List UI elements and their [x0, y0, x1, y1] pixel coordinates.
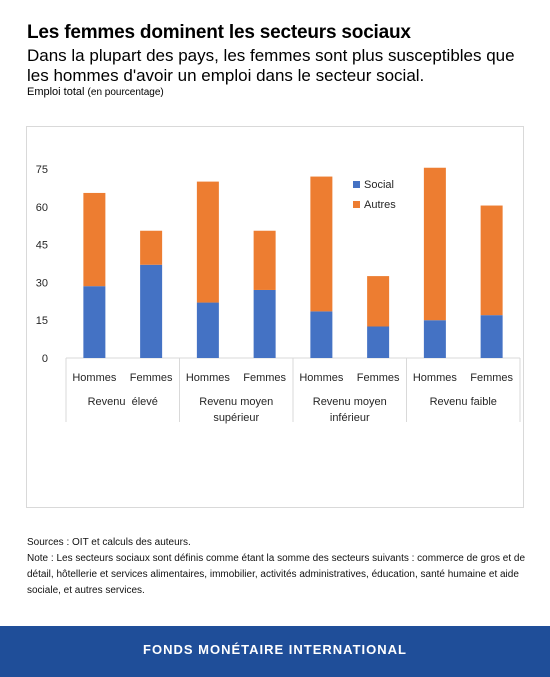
x-group-label: Revenu moyen — [313, 396, 387, 408]
y-tick-label: 45 — [36, 240, 48, 252]
notes-section: Sources : OIT et calculs des auteurs. No… — [27, 535, 527, 599]
x-category-label: Hommes — [413, 372, 458, 384]
x-category-label: Femmes — [130, 372, 173, 384]
legend-label: Autres — [364, 199, 396, 211]
x-group-label: Revenu faible — [430, 396, 497, 408]
bar-social — [367, 326, 390, 358]
bar-autres — [83, 192, 106, 287]
x-category-label: Femmes — [243, 372, 286, 384]
bar-autres — [480, 205, 503, 316]
bar-social — [480, 315, 503, 358]
y-tick-label: 75 — [36, 164, 48, 176]
bar-social — [196, 302, 219, 358]
bar-autres — [367, 276, 390, 327]
y-tick-label: 15 — [36, 315, 48, 327]
stacked-bar-chart: 0 15 30 45 60 75 Hommes Femmes Hommes Femmes Homme… — [36, 164, 521, 424]
x-category-label: Femmes — [470, 372, 513, 384]
page-title: Les femmes dominent les secteurs sociaux — [27, 22, 411, 43]
bar-social — [310, 311, 333, 358]
x-category-label: Hommes — [186, 372, 231, 384]
bar-autres — [140, 230, 163, 265]
chart-frame — [26, 126, 524, 508]
footer-banner: FONDS MONÉTAIRE INTERNATIONAL — [0, 626, 550, 677]
y-tick-label: 30 — [36, 277, 48, 289]
sources-text: Sources : OIT et calculs des auteurs. — [27, 537, 191, 548]
x-group-label: Revenu moyen — [199, 396, 273, 408]
bar-social — [423, 320, 446, 358]
bar-social — [140, 264, 163, 358]
bar-autres — [423, 167, 446, 321]
x-category-label: Hommes — [72, 372, 117, 384]
x-category-label: Femmes — [357, 372, 400, 384]
unit-label: Emploi total (en pourcentage) — [27, 86, 164, 98]
x-group-label: supérieur — [213, 412, 259, 424]
x-group-label: Revenu élevé — [88, 396, 158, 408]
bar-autres — [310, 176, 333, 312]
y-tick-label: 0 — [42, 353, 48, 365]
note-text: Note : Les secteurs sociaux sont définis… — [27, 553, 526, 596]
legend-swatch — [353, 201, 360, 208]
legend-swatch — [353, 181, 360, 188]
unit-paren-text: (en pourcentage) — [87, 87, 164, 98]
bar-social — [253, 289, 276, 358]
unit-text: Emploi total — [27, 86, 85, 98]
footer-org-name: FONDS MONÉTAIRE INTERNATIONAL — [143, 642, 407, 657]
page-subtitle: Dans la plupart des pays, les femmes son… — [27, 46, 515, 85]
bar-autres — [253, 230, 276, 290]
x-group-label: inférieur — [330, 412, 370, 424]
bar-social — [83, 286, 106, 358]
y-tick-label: 60 — [36, 202, 48, 214]
x-category-label: Hommes — [299, 372, 344, 384]
legend-label: Social — [364, 179, 394, 191]
bar-autres — [196, 181, 219, 303]
